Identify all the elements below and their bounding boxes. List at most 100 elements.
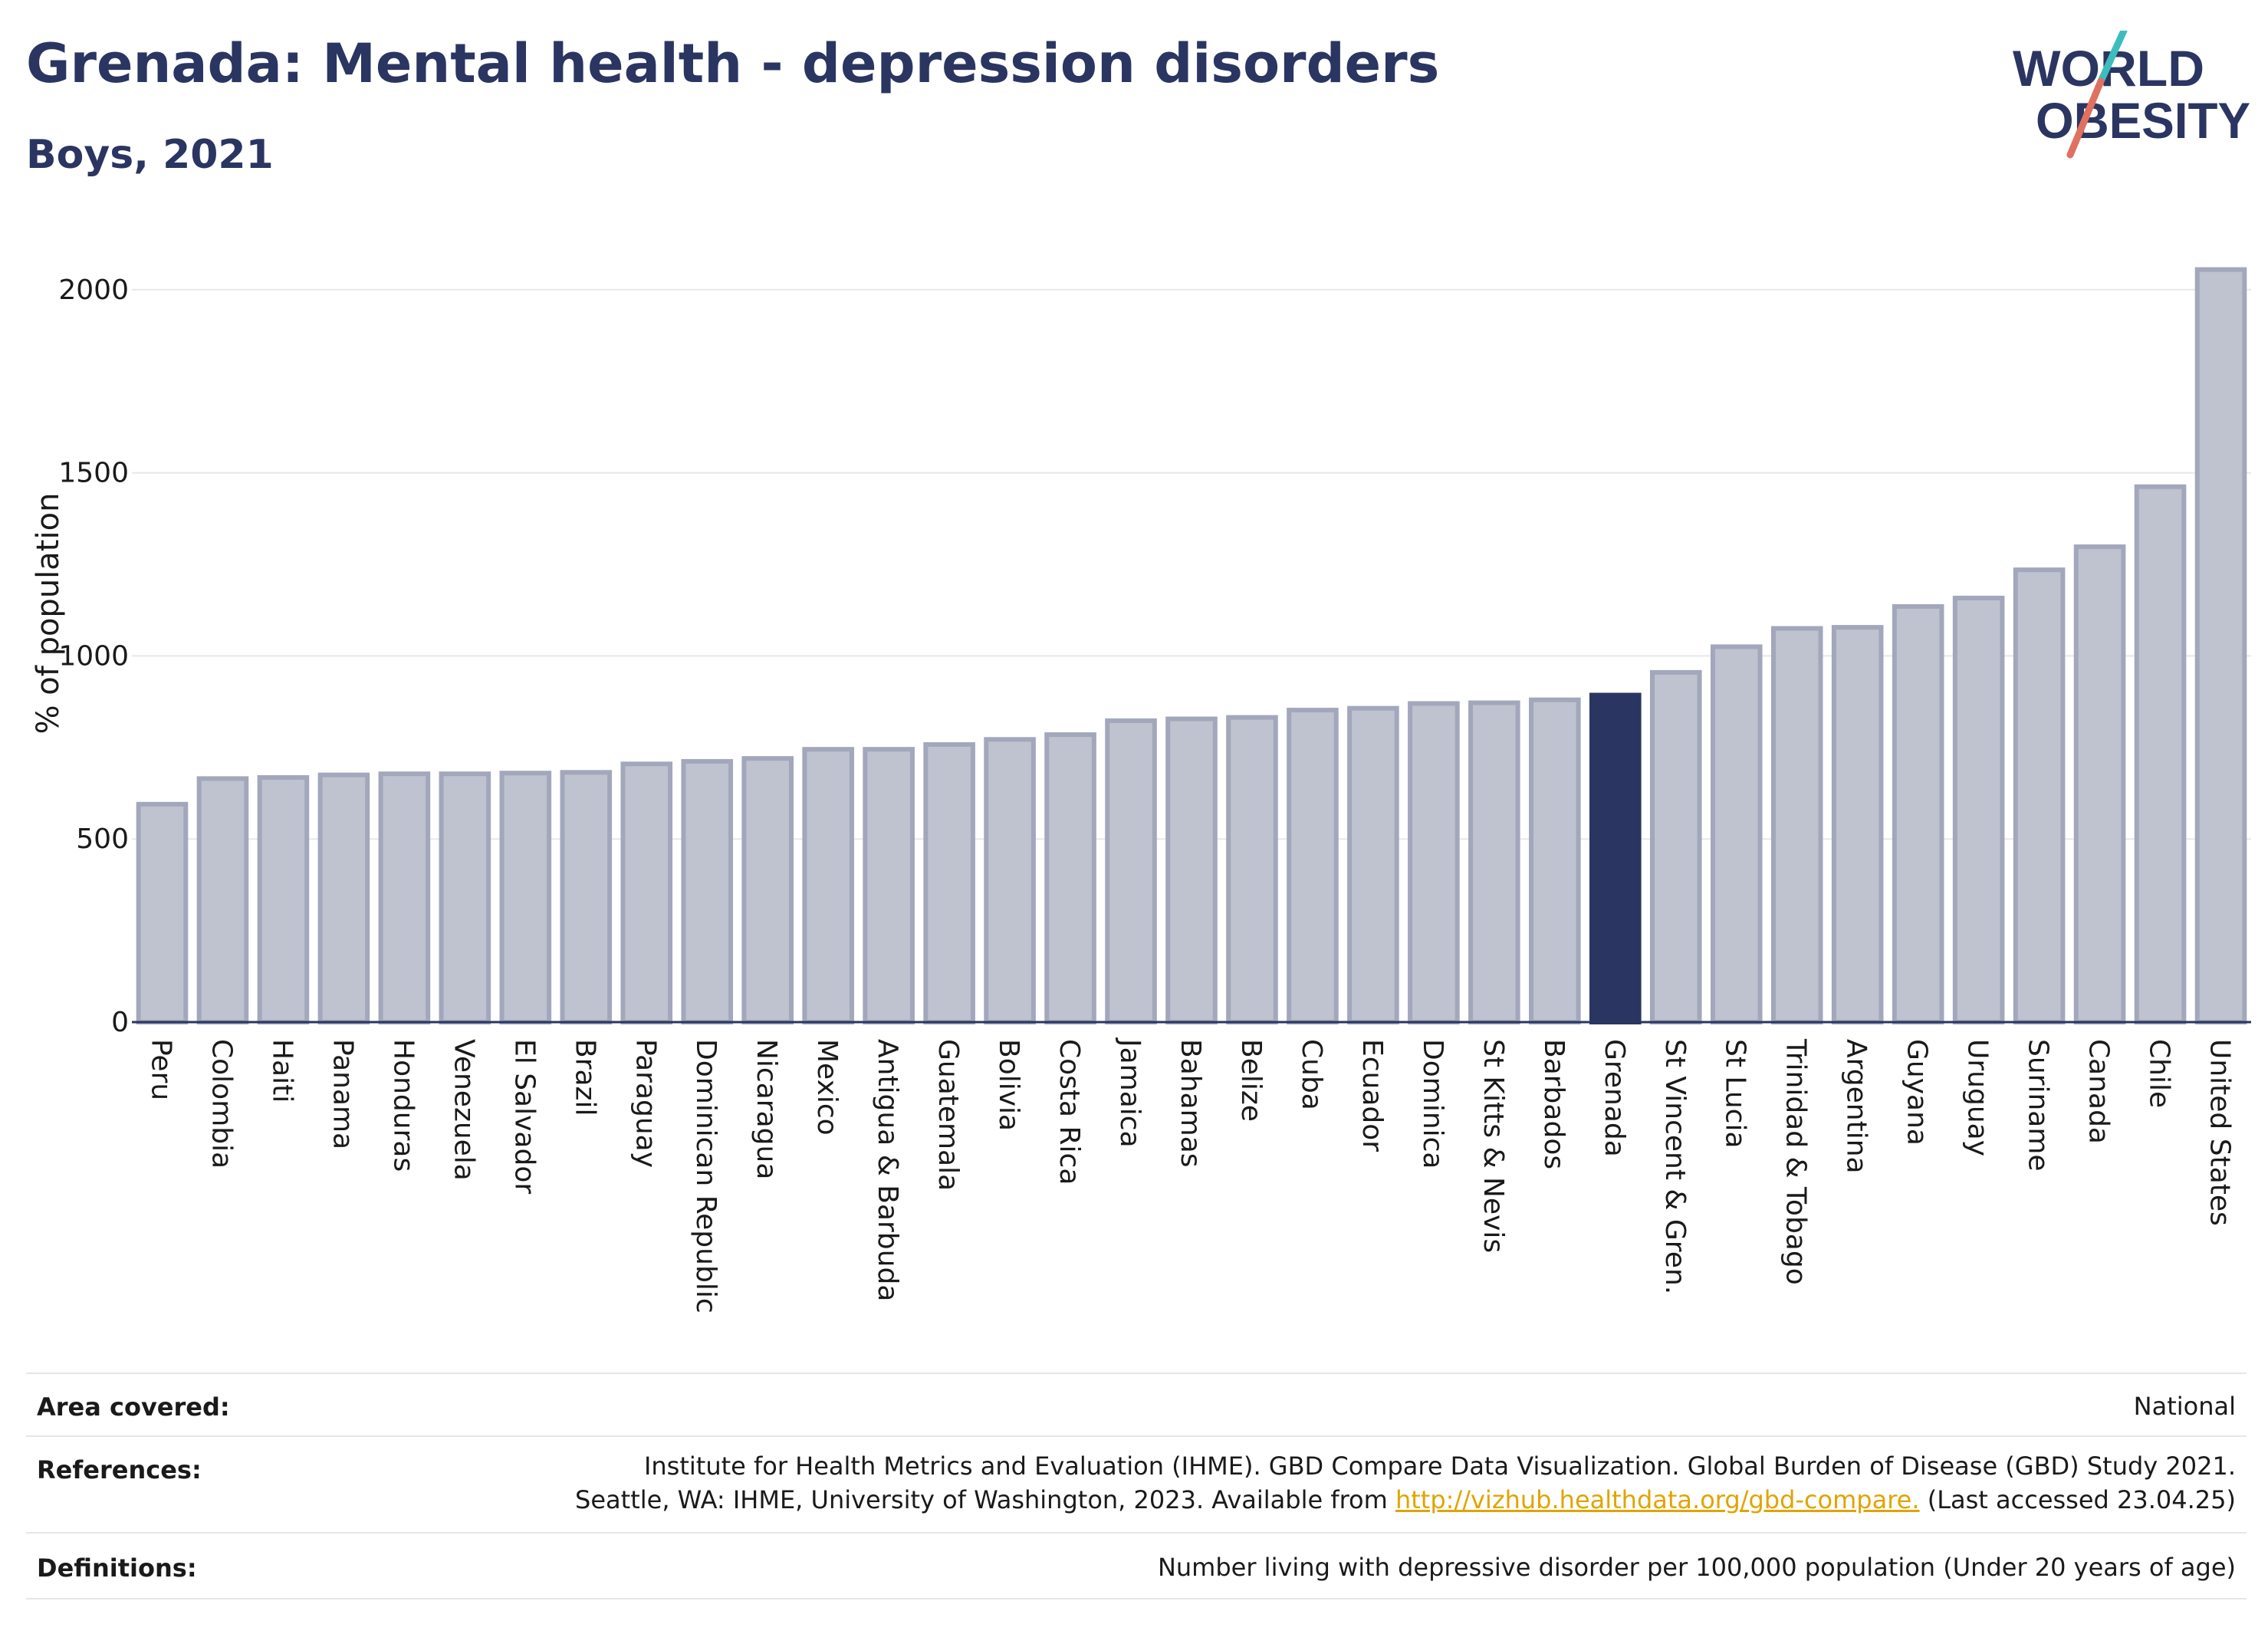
definitions-label: Definitions: xyxy=(37,1553,197,1583)
bar-canada xyxy=(2073,544,2126,1024)
x-tick-label: Barbados xyxy=(1538,1039,1570,1169)
x-tick-label: Antigua & Barbuda xyxy=(872,1039,903,1301)
logo-slash-teal xyxy=(2097,31,2128,85)
bar-jamaica xyxy=(1105,718,1157,1024)
x-tick-label: Costa Rica xyxy=(1053,1039,1085,1185)
chart-subtitle: Boys, 2021 xyxy=(26,132,274,178)
x-tick-label: Guyana xyxy=(1902,1039,1933,1146)
x-tick-label: Panama xyxy=(327,1039,358,1149)
bar-costa-rica xyxy=(1044,732,1096,1024)
x-tick-label: Cuba xyxy=(1296,1039,1327,1110)
x-tick-label: Jamaica xyxy=(1114,1037,1146,1148)
x-tick-label: Belize xyxy=(1235,1039,1267,1122)
x-tick-label: Dominican Republic xyxy=(690,1039,721,1313)
bar-brazil xyxy=(560,770,613,1024)
x-tick-label: St Lucia xyxy=(1720,1039,1751,1149)
x-tick-label: Dominica xyxy=(1417,1039,1448,1169)
x-tick-label: Peru xyxy=(145,1039,176,1100)
bar-mexico xyxy=(802,747,854,1025)
area-covered-value: National xyxy=(2133,1392,2236,1421)
x-tick-label: St Vincent & Gren. xyxy=(1659,1039,1691,1294)
bar-st-vincent-gren- xyxy=(1649,669,1702,1024)
y-tick-label: 2000 xyxy=(58,275,129,306)
bar-uruguay xyxy=(1952,595,2005,1024)
x-tick-label: Haiti xyxy=(266,1039,297,1103)
bar-cuba xyxy=(1287,708,1339,1024)
y-tick-label: 0 xyxy=(111,1007,129,1038)
bar-grenada xyxy=(1589,692,1642,1025)
references-line-1: Institute for Health Metrics and Evaluat… xyxy=(643,1452,2236,1481)
bar-st-kitts-nevis xyxy=(1468,700,1520,1024)
bar-belize xyxy=(1226,715,1278,1025)
x-tick-label: Suriname xyxy=(2023,1039,2054,1172)
bar-panama xyxy=(317,772,370,1024)
bars xyxy=(136,267,2247,1025)
bar-peru xyxy=(136,801,189,1024)
bar-bahamas xyxy=(1165,716,1218,1024)
bar-guatemala xyxy=(923,741,975,1025)
y-tick-label: 1500 xyxy=(58,458,129,489)
x-tick-label: Trinidad & Tobago xyxy=(1780,1038,1812,1285)
bar-united-states xyxy=(2194,267,2247,1024)
bar-bolivia xyxy=(984,737,1036,1024)
x-axis-labels: Peru Colombia Haiti Panama Honduras Venezuela… xyxy=(145,1037,2235,1313)
area-covered-label: Area covered: xyxy=(37,1392,230,1422)
references-line-2: Seattle, WA: IHME, University of Washing… xyxy=(575,1483,2236,1517)
x-tick-label: United States xyxy=(2204,1039,2236,1226)
logo-word-obesity: OBESITY xyxy=(2036,92,2250,149)
bar-haiti xyxy=(257,774,310,1025)
references-link[interactable]: http://vizhub.healthdata.org/gbd-compare… xyxy=(1395,1485,1920,1514)
x-tick-label: Chile xyxy=(2144,1039,2175,1108)
area-covered-row: Area covered: National xyxy=(26,1373,2247,1422)
bar-suriname xyxy=(2013,567,2066,1024)
bottom-divider xyxy=(26,1598,2247,1599)
bar-honduras xyxy=(378,771,431,1024)
bar-ecuador xyxy=(1347,705,1399,1024)
bar-guyana xyxy=(1892,603,1944,1024)
y-tick-label: 500 xyxy=(76,824,129,855)
x-tick-label: Ecuador xyxy=(1356,1039,1388,1152)
bar-colombia xyxy=(196,776,249,1025)
bar-st-lucia xyxy=(1710,644,1763,1024)
y-axis-title: % of population xyxy=(31,493,66,735)
x-tick-label: Bahamas xyxy=(1175,1039,1206,1168)
definitions-row: Definitions: Number living with depressi… xyxy=(26,1532,2247,1583)
x-tick-label: Colombia xyxy=(205,1039,237,1169)
y-axis-ticks: 0 500 1000 1500 2000 xyxy=(58,275,129,1038)
bar-chart: 0 500 1000 1500 2000 Peru Colombia Haiti Panama… xyxy=(31,267,2251,1313)
logo-slash-red xyxy=(2066,77,2105,159)
x-tick-label: Brazil xyxy=(569,1039,600,1116)
x-tick-label: Nicaragua xyxy=(751,1039,782,1179)
x-tick-label: Paraguay xyxy=(629,1039,661,1168)
x-tick-label: Canada xyxy=(2083,1039,2115,1144)
x-tick-label: Mexico xyxy=(811,1039,843,1136)
bar-trinidad-tobago xyxy=(1770,626,1823,1024)
bar-barbados xyxy=(1529,697,1581,1024)
x-tick-label: Uruguay xyxy=(1962,1039,1994,1156)
world-obesity-logo: WORLD OBESITY xyxy=(2013,31,2250,159)
bar-venezuela xyxy=(439,771,491,1024)
bar-el-salvador xyxy=(499,771,552,1024)
x-tick-label: El Salvador xyxy=(508,1039,540,1194)
x-tick-label: Honduras xyxy=(387,1039,419,1172)
bar-dominica xyxy=(1408,701,1460,1024)
x-tick-label: St Kitts & Nevis xyxy=(1477,1039,1509,1253)
references-line-2-prefix: Seattle, WA: IHME, University of Washing… xyxy=(575,1485,1395,1514)
bar-argentina xyxy=(1831,625,1884,1024)
y-tick-label: 1000 xyxy=(58,640,129,672)
references-label: References: xyxy=(37,1455,202,1484)
bar-nicaragua xyxy=(741,756,794,1024)
bar-paraguay xyxy=(620,761,673,1024)
definitions-value: Number living with depressive disorder p… xyxy=(1157,1553,2236,1582)
references-row: References: Institute for Health Metrics… xyxy=(26,1435,2247,1514)
bar-chile xyxy=(2134,484,2187,1024)
x-tick-label: Guatemala xyxy=(932,1039,964,1191)
chart-title: Grenada: Mental health - depression diso… xyxy=(26,32,1440,95)
references-value: Institute for Health Metrics and Evaluat… xyxy=(575,1449,2236,1517)
x-tick-label: Venezuela xyxy=(448,1039,479,1181)
bar-dominican-republic xyxy=(681,758,734,1024)
bar-antigua-barbuda xyxy=(863,747,915,1025)
x-tick-label: Grenada xyxy=(1599,1039,1630,1157)
x-tick-label: Argentina xyxy=(1841,1039,1872,1174)
references-line-2-suffix: (Last accessed 23.04.25) xyxy=(1919,1485,2236,1514)
